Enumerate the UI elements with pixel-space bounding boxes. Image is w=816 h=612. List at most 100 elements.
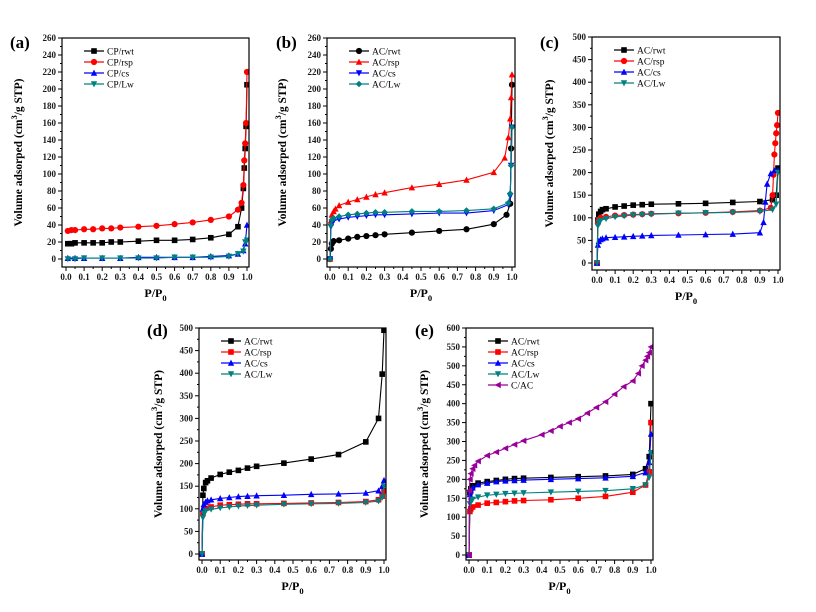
x-tick-label: 0.3 [646, 275, 658, 285]
y-tick-label: 240 [43, 50, 57, 60]
data-point [335, 500, 342, 507]
x-tick-label: 0.5 [682, 275, 694, 285]
data-point [336, 237, 343, 244]
plot-frame [591, 36, 781, 271]
data-point [135, 238, 142, 244]
data-point [642, 356, 649, 364]
data-point [474, 494, 482, 501]
x-tick-label: 0.2 [97, 272, 109, 282]
legend-label: AC/rwt [244, 338, 273, 348]
data-point [243, 68, 249, 76]
y-tick-label: 550 [447, 342, 461, 352]
data-point [380, 476, 386, 484]
data-point [362, 489, 369, 496]
y-tick-label: 40 [47, 220, 57, 230]
legend-item: AC/rwt [221, 338, 273, 348]
legend-marker [495, 349, 501, 355]
data-point [225, 213, 232, 220]
data-point [235, 467, 242, 474]
data-point [602, 487, 609, 495]
data-point [769, 192, 776, 199]
x-tick-label: 0.6 [573, 565, 585, 575]
y-tick-label: 120 [43, 152, 57, 162]
data-point [217, 495, 224, 502]
data-point [408, 208, 416, 215]
legend-item: AC/rsp [614, 58, 665, 68]
data-point [484, 492, 491, 499]
data-point [345, 235, 352, 242]
data-point [204, 477, 211, 484]
data-point [602, 474, 609, 481]
series-line [67, 84, 248, 245]
data-point [64, 256, 72, 263]
legend-label: AC/cs [372, 70, 396, 80]
legend-item: CP/rsp [84, 59, 133, 69]
x-tick-label: 0.4 [536, 565, 548, 575]
data-point [501, 154, 508, 161]
data-point [502, 490, 509, 498]
y-tick-label: 50 [577, 235, 587, 245]
data-point [757, 198, 763, 205]
data-point [511, 490, 518, 497]
data-point [675, 210, 682, 217]
legend-label: CP/rwt [107, 48, 134, 58]
x-axis-label: P/P0 [281, 579, 303, 596]
data-point [774, 169, 780, 176]
y-tick-label: 200 [43, 84, 57, 94]
x-tick-label: 0.8 [609, 565, 621, 575]
data-point [729, 199, 736, 206]
data-point [244, 492, 251, 499]
data-point [630, 202, 636, 208]
data-point [611, 233, 619, 241]
data-point [502, 477, 509, 484]
data-point [378, 494, 386, 501]
data-point [502, 445, 509, 452]
legend-label: CP/cs [107, 70, 129, 80]
legend-item: AC/rwt [349, 48, 401, 58]
x-tick-label: 0.5 [287, 565, 299, 575]
data-point [702, 210, 709, 217]
data-point [602, 234, 610, 241]
data-point [702, 231, 709, 238]
y-tick-label: 450 [573, 55, 587, 65]
data-point [207, 496, 215, 503]
data-point [547, 475, 555, 483]
data-point [520, 490, 527, 497]
data-point [593, 260, 601, 267]
data-point [208, 475, 214, 481]
data-point [238, 199, 245, 206]
series-line [67, 71, 248, 232]
legend-label: CP/rsp [107, 59, 133, 69]
data-point [80, 255, 88, 262]
legend-marker [90, 58, 98, 66]
plot-area [466, 344, 653, 559]
y-tick-label: 0 [456, 550, 461, 560]
data-point [773, 122, 780, 129]
legend-marker [494, 371, 502, 378]
legend-marker [621, 47, 627, 53]
y-tick-label: 250 [447, 455, 461, 465]
y-tick-label: 400 [447, 399, 461, 409]
x-tick-label: 0.9 [754, 275, 766, 285]
data-point [379, 371, 385, 377]
data-point [583, 409, 591, 417]
legend-item: AC/rwt [488, 338, 540, 348]
data-point [363, 232, 370, 240]
data-point [242, 119, 249, 127]
data-point [363, 439, 369, 445]
data-point [756, 229, 764, 236]
data-point [611, 391, 618, 398]
y-tick-label: 300 [447, 437, 461, 447]
data-point [327, 255, 334, 263]
data-point [466, 487, 473, 494]
legend-marker [355, 80, 363, 88]
y-tick-label: 20 [47, 237, 57, 247]
legend-item: AC/rsp [349, 59, 400, 69]
data-point [153, 255, 160, 262]
y-tick-label: 60 [47, 203, 57, 213]
data-point [235, 223, 241, 230]
data-point [594, 223, 602, 230]
legend-marker [355, 47, 363, 55]
